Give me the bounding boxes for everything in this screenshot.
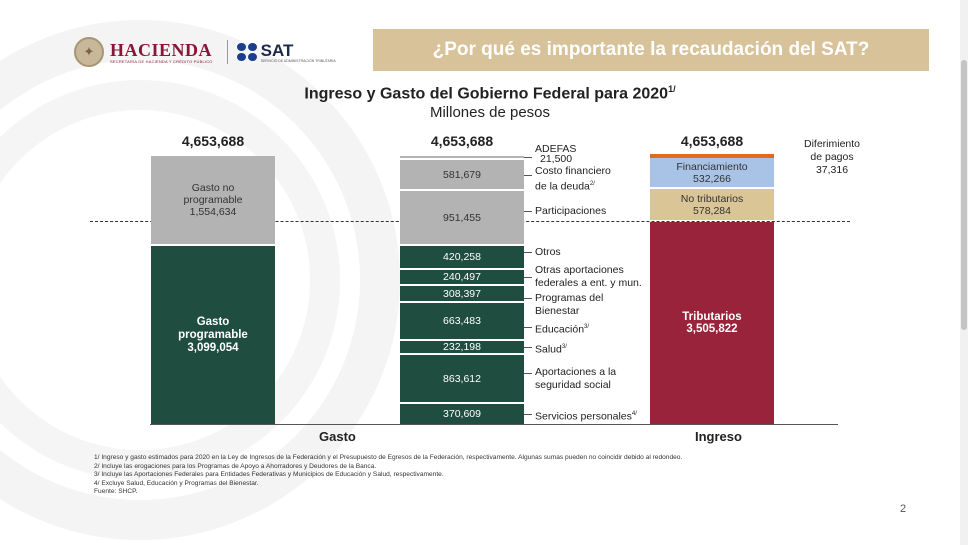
label-tick xyxy=(524,277,532,278)
label-tick xyxy=(524,327,532,328)
label-programas-bienestar: Programas del Bienestar xyxy=(535,292,604,317)
label-tick xyxy=(524,298,532,299)
header-logos: ✦ HACIENDA SECRETARÍA DE HACIENDA Y CRÉD… xyxy=(74,34,336,70)
footnotes: 1/ Ingreso y gasto estimados para 2020 e… xyxy=(94,454,854,497)
logo-divider xyxy=(226,40,228,64)
footnote: 4/ Excluye Salud, Educación y Programas … xyxy=(94,479,259,487)
label-tick xyxy=(524,211,532,212)
label-tick xyxy=(524,347,532,348)
label-diferimiento-pagos: Diferimiento de pagos 37,316 xyxy=(803,138,861,176)
bar-label: programable xyxy=(178,328,248,341)
bar-gasto-no-programable: Gasto no programable 1,554,634 xyxy=(151,156,275,244)
value-adefas: 21,500 xyxy=(540,153,573,165)
label-participaciones: Participaciones xyxy=(535,205,607,217)
bar-costo-financiero: 581,679 xyxy=(400,160,524,189)
total-ingreso: 4,653,688 xyxy=(680,133,744,149)
bar-programas-bienestar: 308,397 xyxy=(400,286,524,301)
bar-otros: 420,258 xyxy=(400,246,524,268)
label-tick xyxy=(524,373,532,374)
page-number: 2 xyxy=(900,503,907,515)
total-desglose: 4,653,688 xyxy=(430,133,494,149)
eagle-seal-icon: ✦ xyxy=(74,37,104,67)
label-educacion: Educación3/ xyxy=(535,323,590,336)
bar-label: Gasto no xyxy=(191,182,235,194)
sat-logo: SAT SERVICIO DE ADMINISTRACIÓN TRIBUTARI… xyxy=(261,42,336,63)
label-costo-financiero: Costo financiero de la deuda2/ xyxy=(535,165,611,193)
header-banner: ¿Por qué es importante la recaudación de… xyxy=(373,29,929,71)
bar-label: Gasto xyxy=(196,315,230,328)
sat-subtitle: SERVICIO DE ADMINISTRACIÓN TRIBUTARIA xyxy=(260,58,336,63)
sat-dots-icon xyxy=(236,43,257,61)
bar-tributarios: Tributarios 3,505,822 xyxy=(650,222,774,424)
label-tick xyxy=(524,157,532,158)
label-tick xyxy=(524,175,532,176)
bar-diferimiento-pagos xyxy=(650,154,774,158)
bar-financiamiento: Financiamiento 532,266 xyxy=(650,158,774,187)
footnote: 3/ Incluye las Aportaciones Federales pa… xyxy=(94,471,444,479)
bar-label: No tributarios xyxy=(680,192,744,205)
footnote: 2/ Incluye las erogaciones para los Prog… xyxy=(94,462,377,470)
bar-participaciones: 951,455 xyxy=(400,191,524,244)
bar-educacion: 663,483 xyxy=(400,303,524,339)
label-servicios-personales: Servicios personales4/ xyxy=(535,410,637,423)
label-otras-aportaciones: Otras aportaciones federales a ent. y mu… xyxy=(535,264,642,289)
bar-servicios-personales: 370,609 xyxy=(400,404,524,424)
bar-value: 1,554,634 xyxy=(189,206,237,218)
footnote-source: Fuente: SHCP. xyxy=(94,488,138,496)
chart-subtitle: Millones de pesos xyxy=(429,104,551,121)
scrollbar-thumb[interactable] xyxy=(961,60,967,330)
label-tick xyxy=(524,414,532,415)
chart-title: Ingreso y Gasto del Gobierno Federal par… xyxy=(304,84,676,103)
hacienda-name: HACIENDA xyxy=(110,39,213,60)
bar-value: 3,505,822 xyxy=(686,323,738,335)
bar-value: 578,284 xyxy=(693,204,731,217)
sat-name: SAT xyxy=(260,40,294,60)
hacienda-subtitle: SECRETARÍA DE HACIENDA Y CRÉDITO PÚBLICO xyxy=(110,58,213,64)
label-adefas: ADEFAS xyxy=(535,143,577,155)
total-gasto: 4,653,688 xyxy=(181,133,245,149)
label-salud: Salud3/ xyxy=(535,343,567,356)
bar-value: 532,266 xyxy=(693,172,731,185)
x-label-gasto: Gasto xyxy=(319,429,356,444)
bar-label: Tributarios xyxy=(682,311,742,323)
bar-no-tributarios: No tributarios 578,284 xyxy=(650,189,774,220)
footnote: 1/ Ingreso y gasto estimados para 2020 e… xyxy=(94,454,683,461)
label-seguridad-social: Aportaciones a la seguridad social xyxy=(535,366,617,391)
bar-label: programable xyxy=(183,194,243,206)
bar-salud: 232,198 xyxy=(400,341,524,353)
bar-gasto-programable: Gasto programable 3,099,054 xyxy=(151,246,275,424)
bar-adefas xyxy=(400,156,524,158)
x-axis-line xyxy=(150,424,838,425)
label-tick xyxy=(524,252,532,253)
bar-value: 3,099,054 xyxy=(187,341,239,354)
hacienda-logo: HACIENDA SECRETARÍA DE HACIENDA Y CRÉDIT… xyxy=(110,41,213,64)
scrollbar[interactable] xyxy=(960,0,968,545)
x-label-ingreso: Ingreso xyxy=(695,429,742,444)
label-otros: Otros xyxy=(535,246,561,258)
bar-otras-aportaciones: 240,497 xyxy=(400,270,524,284)
bar-label: Financiamiento xyxy=(676,160,748,173)
bar-seguridad-social: 863,612 xyxy=(400,355,524,402)
